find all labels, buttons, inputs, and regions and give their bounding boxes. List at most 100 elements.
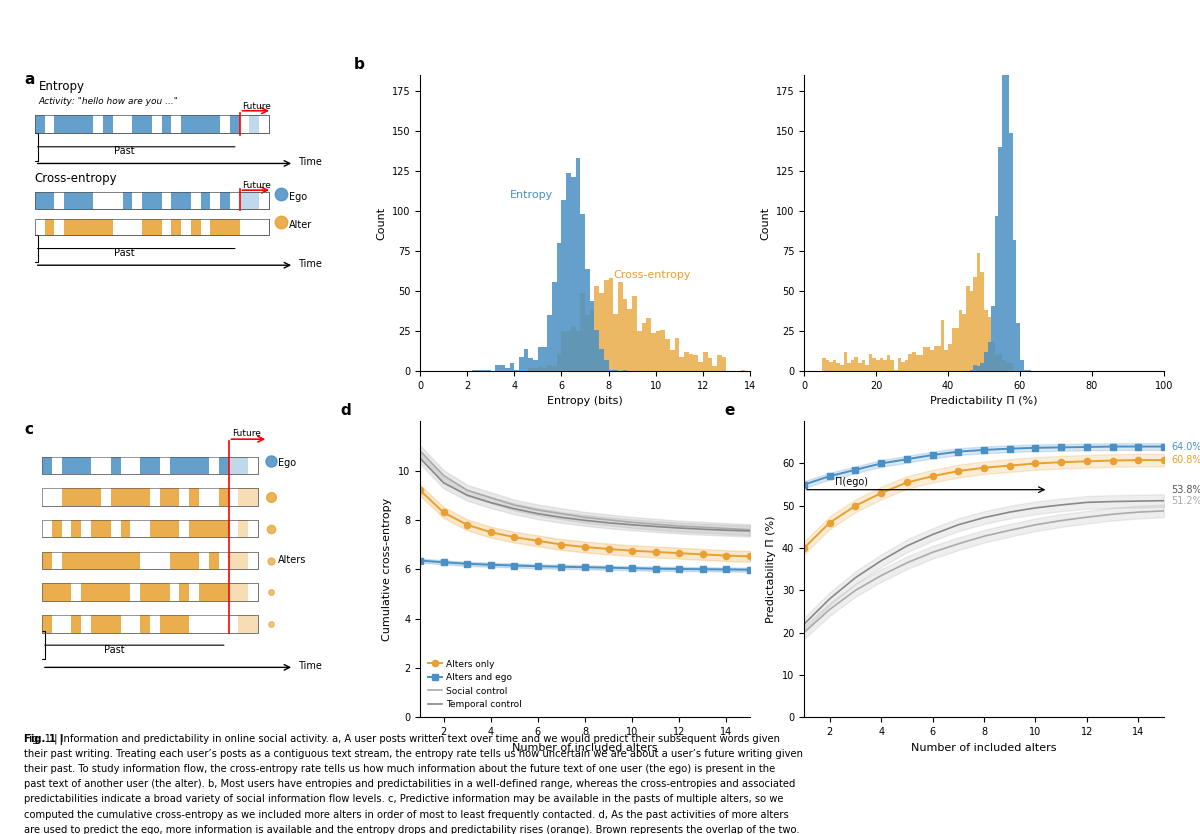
Bar <box>890 360 894 371</box>
Bar <box>210 192 220 208</box>
Bar <box>42 520 52 537</box>
Text: Past: Past <box>114 248 136 258</box>
Bar <box>566 331 571 371</box>
Bar <box>250 192 259 208</box>
Bar <box>101 615 110 632</box>
Bar <box>64 192 74 208</box>
Bar <box>523 349 528 371</box>
Bar <box>150 489 160 505</box>
Text: Time: Time <box>298 661 322 671</box>
Bar <box>259 192 269 208</box>
Bar <box>1002 360 1006 371</box>
X-axis label: Predictability Π (%): Predictability Π (%) <box>930 396 1038 406</box>
Bar <box>131 552 140 569</box>
Bar <box>562 200 566 371</box>
Social control <box>413 445 427 455</box>
Bar <box>140 552 150 569</box>
Bar <box>140 615 150 632</box>
Bar <box>190 457 199 474</box>
Bar <box>113 192 122 208</box>
Y-axis label: Cumulative cross-entropy: Cumulative cross-entropy <box>383 498 392 641</box>
Bar <box>94 115 103 133</box>
Bar <box>218 489 228 505</box>
Bar <box>1024 369 1027 371</box>
Bar <box>872 359 876 371</box>
Text: their past. To study information flow, the cross-entropy rate tells us how much : their past. To study information flow, t… <box>24 764 775 774</box>
Bar <box>61 520 72 537</box>
Social control <box>743 525 757 535</box>
Bar <box>180 584 190 600</box>
Bar <box>581 293 584 371</box>
Bar <box>505 368 510 371</box>
Bar <box>218 457 228 474</box>
Bar <box>528 359 533 371</box>
Y-axis label: Count: Count <box>760 207 770 239</box>
Bar <box>61 584 72 600</box>
Bar <box>191 192 200 208</box>
Bar <box>199 615 209 632</box>
Bar <box>980 363 984 371</box>
Bar <box>200 115 210 133</box>
Bar <box>840 364 844 371</box>
X-axis label: Entropy (bits): Entropy (bits) <box>547 396 623 406</box>
Bar <box>665 339 670 371</box>
Bar <box>689 354 694 371</box>
Bar <box>162 219 172 235</box>
Alters only <box>413 485 427 495</box>
Bar <box>131 489 140 505</box>
Bar <box>199 552 209 569</box>
Bar <box>169 584 180 600</box>
Bar <box>476 369 481 371</box>
Bar <box>35 192 44 208</box>
Bar <box>44 192 54 208</box>
Bar <box>248 520 258 537</box>
Bar <box>42 520 258 537</box>
Text: 60.8%: 60.8% <box>1171 455 1200 465</box>
Bar <box>199 457 209 474</box>
Bar <box>980 272 984 371</box>
Bar <box>542 347 547 371</box>
Bar <box>131 520 140 537</box>
Bar <box>42 520 258 537</box>
Bar <box>64 115 74 133</box>
Bar <box>923 347 926 371</box>
Bar <box>42 457 52 474</box>
Text: their past writing. Treating each user’s posts as a contiguous text stream, the : their past writing. Treating each user’s… <box>24 749 803 759</box>
Bar <box>533 368 538 371</box>
Bar <box>970 291 973 371</box>
Alters only <box>743 551 757 561</box>
Bar <box>180 615 190 632</box>
Bar <box>82 520 91 537</box>
Temporal control <box>719 525 733 535</box>
Bar <box>140 489 150 505</box>
Social control <box>437 470 451 480</box>
Bar <box>72 552 82 569</box>
Text: Ego: Ego <box>288 192 307 202</box>
Bar <box>162 115 172 133</box>
Bar <box>54 219 64 235</box>
Bar <box>140 584 150 600</box>
Bar <box>528 368 533 371</box>
Bar <box>239 584 248 600</box>
Temporal control <box>696 525 710 535</box>
Alters only <box>530 535 545 545</box>
Bar <box>120 552 131 569</box>
Bar <box>140 457 150 474</box>
Bar <box>930 350 934 371</box>
Bar <box>966 286 970 371</box>
Bar <box>150 584 160 600</box>
Text: NATURE HUMAN BEHAVIOUR: NATURE HUMAN BEHAVIOUR <box>865 20 1176 38</box>
Bar <box>557 243 562 371</box>
Bar <box>589 310 594 371</box>
Bar <box>110 489 120 505</box>
Bar <box>618 282 623 371</box>
Text: c: c <box>24 422 34 437</box>
Bar <box>937 345 941 371</box>
Line: Temporal control: Temporal control <box>420 458 750 531</box>
Alters only <box>437 507 451 517</box>
Bar <box>533 360 538 371</box>
Bar <box>851 360 854 371</box>
Alters and ego <box>648 564 662 574</box>
Bar <box>948 344 952 371</box>
Bar <box>1020 360 1024 371</box>
